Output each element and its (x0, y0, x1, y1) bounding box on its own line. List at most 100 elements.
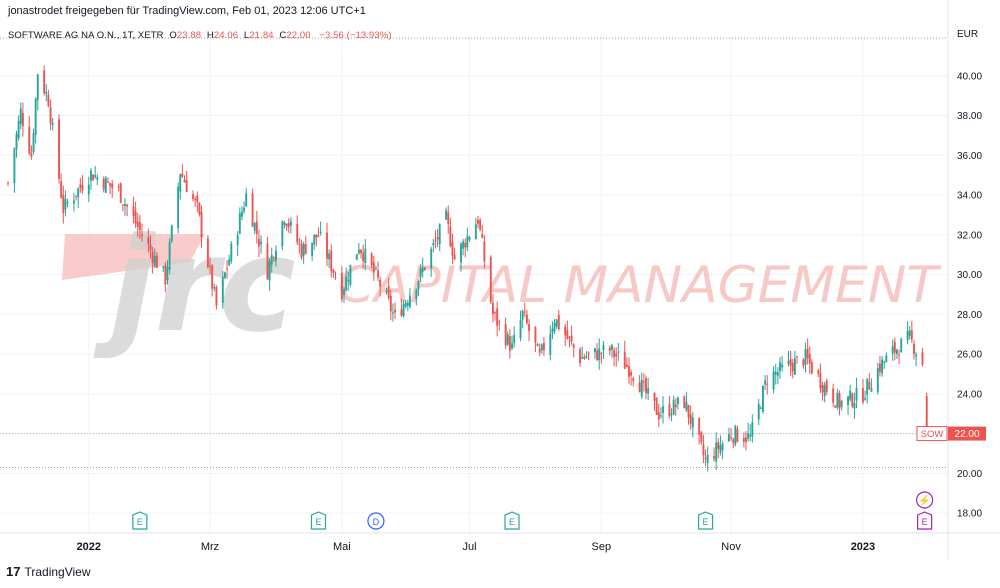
candle (910, 330, 913, 340)
candle (893, 341, 896, 353)
y-tick-label: 34.00 (957, 191, 982, 202)
candle (721, 443, 724, 451)
candle (196, 195, 199, 203)
candle (483, 241, 486, 262)
candle (298, 243, 301, 245)
candle (655, 398, 658, 415)
candle (17, 120, 20, 139)
high-label: H (206, 30, 214, 41)
candle (81, 184, 84, 191)
y-tick-label: 38.00 (957, 111, 982, 122)
candle (542, 343, 545, 351)
candle (477, 219, 479, 224)
candle (179, 174, 182, 192)
candle (757, 404, 760, 420)
candle (170, 225, 173, 242)
candle (638, 382, 641, 393)
candle (51, 122, 54, 126)
candle (317, 235, 320, 237)
tradingview-brand: TradingView (24, 564, 91, 579)
candle (613, 350, 616, 357)
candle (332, 269, 335, 273)
candle (630, 372, 633, 376)
candle (772, 371, 775, 390)
candle (617, 351, 620, 353)
candle (408, 295, 411, 307)
candle (628, 365, 630, 377)
candle (58, 119, 60, 179)
candle (855, 387, 858, 401)
footer[interactable]: 17 TradingView (6, 564, 91, 579)
candle (121, 204, 124, 206)
symbol-legend[interactable]: SOFTWARE AG NA O.N., 1T, XETR O23.88 H24… (8, 30, 392, 41)
candle (921, 352, 924, 365)
candle (417, 281, 420, 290)
candle (47, 94, 50, 107)
candle (79, 184, 82, 188)
candle (164, 264, 167, 285)
candle (209, 265, 211, 267)
candle (402, 304, 405, 317)
candle (377, 270, 380, 278)
candle (776, 372, 779, 376)
candle (360, 249, 362, 254)
candle (491, 302, 494, 315)
candle (449, 226, 452, 246)
candle (698, 417, 701, 435)
change-value: −3.56 (−13.93%) (319, 30, 392, 41)
candle (192, 194, 194, 199)
y-tick-label: 28.00 (957, 310, 982, 321)
event-badge-label: D (373, 517, 380, 527)
grid (0, 0, 1000, 560)
candle (370, 253, 373, 265)
candle (878, 363, 881, 372)
candle (594, 348, 596, 353)
candle (334, 277, 337, 279)
candle (508, 336, 511, 351)
candle (781, 364, 784, 368)
candle (657, 412, 660, 420)
candle (689, 414, 692, 424)
last-candle (925, 396, 928, 434)
candle (319, 231, 322, 234)
price-tag-symbol-box (916, 426, 948, 442)
candle (387, 286, 390, 298)
candle (94, 175, 97, 178)
candle (504, 323, 507, 346)
candle (700, 432, 703, 443)
candle (151, 251, 154, 263)
candle (117, 186, 120, 188)
candle (802, 359, 805, 366)
event-markers: E E D E E E ⚡ (132, 491, 934, 530)
price-tag-symbol: SOW (921, 429, 944, 440)
candle (421, 267, 424, 272)
candle (357, 249, 360, 254)
candle (583, 356, 586, 359)
candles (7, 65, 928, 472)
candle (149, 244, 152, 251)
candle (15, 133, 18, 150)
last-price-tag: SOW 22.00 (916, 426, 986, 442)
candle (849, 390, 852, 400)
candle (787, 360, 790, 364)
candle (585, 356, 588, 358)
candle (379, 279, 382, 287)
candle (326, 232, 328, 259)
candle (89, 170, 92, 181)
candle (564, 326, 567, 336)
candle (460, 243, 462, 263)
candle (347, 279, 350, 282)
candle (819, 372, 822, 389)
candle (885, 355, 888, 363)
candle (557, 314, 560, 329)
candle (525, 314, 528, 324)
candle (632, 378, 635, 382)
candle (579, 349, 582, 363)
candle (762, 386, 764, 412)
candle (111, 183, 114, 188)
candle (468, 237, 471, 240)
news-icon-glyph: ⚡ (918, 494, 930, 507)
candle (177, 186, 180, 228)
candle (506, 334, 509, 345)
